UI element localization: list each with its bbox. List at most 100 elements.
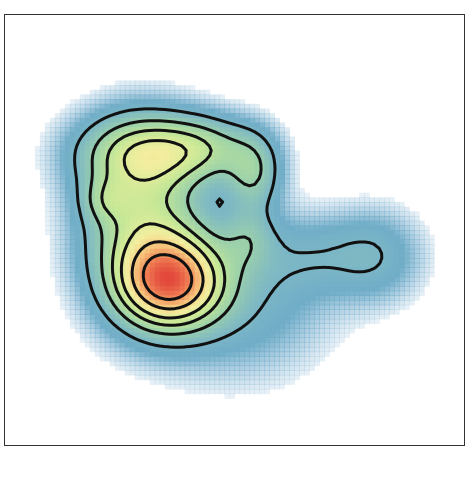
density-cell: [259, 291, 265, 296]
density-cell: [274, 305, 280, 310]
density-cell: [155, 375, 161, 380]
density-cell: [269, 127, 275, 132]
density-cell: [225, 216, 231, 221]
density-cell: [200, 183, 206, 188]
density-cell: [259, 207, 265, 212]
density-cell: [210, 370, 216, 375]
density-cell: [324, 211, 330, 216]
density-cell: [239, 104, 245, 109]
density-cell: [349, 225, 355, 230]
density-cell: [155, 197, 161, 202]
density-cell: [429, 272, 435, 277]
density-cell: [284, 258, 290, 263]
density-cell: [50, 188, 56, 193]
density-cell: [110, 291, 116, 296]
density-cell: [269, 207, 275, 212]
density-cell: [200, 207, 206, 212]
density-cell: [145, 113, 151, 118]
density-cell: [135, 137, 141, 142]
density-cell: [235, 380, 241, 385]
density-cell: [374, 197, 380, 202]
density-cell: [120, 174, 126, 179]
density-cell: [239, 207, 245, 212]
density-cell: [344, 328, 350, 333]
density-cell: [200, 197, 206, 202]
density-cell: [165, 216, 171, 221]
density-cell: [339, 235, 345, 240]
density-cell: [279, 197, 285, 202]
density-cell: [40, 183, 46, 188]
density-cell: [155, 151, 161, 156]
density-cell: [190, 179, 196, 184]
density-cell: [110, 197, 116, 202]
density-cell: [170, 90, 176, 95]
density-cell: [95, 132, 101, 137]
density-cell: [264, 286, 270, 291]
density-cell: [249, 221, 255, 226]
density-cell: [100, 165, 106, 170]
density-cell: [205, 216, 211, 221]
density-cell: [239, 244, 245, 249]
density-cell: [230, 263, 236, 268]
density-cell: [264, 263, 270, 268]
density-cell: [110, 104, 116, 109]
density-cell: [175, 277, 181, 282]
density-cell: [180, 193, 186, 198]
density-cell: [394, 286, 400, 291]
density-cell: [70, 141, 76, 146]
density-cell: [65, 277, 71, 282]
density-cell: [244, 221, 250, 226]
density-cell: [115, 314, 121, 319]
density-cell: [294, 291, 300, 296]
density-cell: [374, 295, 380, 300]
density-cell: [165, 361, 171, 366]
density-cell: [284, 333, 290, 338]
density-cell: [155, 90, 161, 95]
density-cell: [180, 272, 186, 277]
density-cell: [349, 295, 355, 300]
density-cell: [35, 155, 41, 160]
density-cell: [65, 221, 71, 226]
density-cell: [269, 361, 275, 366]
density-cell: [289, 216, 295, 221]
density-cell: [230, 146, 236, 151]
density-cell: [170, 113, 176, 118]
density-cell: [145, 253, 151, 258]
density-cell: [175, 239, 181, 244]
density-cell: [294, 338, 300, 343]
density-cell: [135, 375, 141, 380]
density-cell: [419, 258, 425, 263]
density-cell: [429, 244, 435, 249]
density-cell: [145, 85, 151, 90]
density-cell: [230, 160, 236, 165]
density-cell: [135, 99, 141, 104]
density-cell: [244, 389, 250, 394]
density-cell: [175, 263, 181, 268]
density-cell: [210, 384, 216, 389]
density-cell: [85, 319, 91, 324]
density-cell: [215, 188, 221, 193]
density-cell: [274, 375, 280, 380]
density-cell: [100, 216, 106, 221]
density-cell: [225, 244, 231, 249]
density-cell: [105, 230, 111, 235]
density-cell: [289, 146, 295, 151]
density-cell: [349, 281, 355, 286]
density-cell: [130, 249, 136, 254]
density-cell: [215, 179, 221, 184]
density-cell: [299, 197, 305, 202]
density-cell: [230, 338, 236, 343]
density-cell: [319, 207, 325, 212]
density-cell: [279, 352, 285, 357]
density-cell: [195, 370, 201, 375]
density-cell: [180, 277, 186, 282]
density-cell: [429, 263, 435, 268]
density-cell: [220, 99, 226, 104]
density-cell: [115, 319, 121, 324]
density-cell: [284, 197, 290, 202]
density-cell: [160, 99, 166, 104]
density-cell: [130, 197, 136, 202]
density-cell: [70, 132, 76, 137]
density-cell: [140, 211, 146, 216]
density-cell: [75, 328, 81, 333]
